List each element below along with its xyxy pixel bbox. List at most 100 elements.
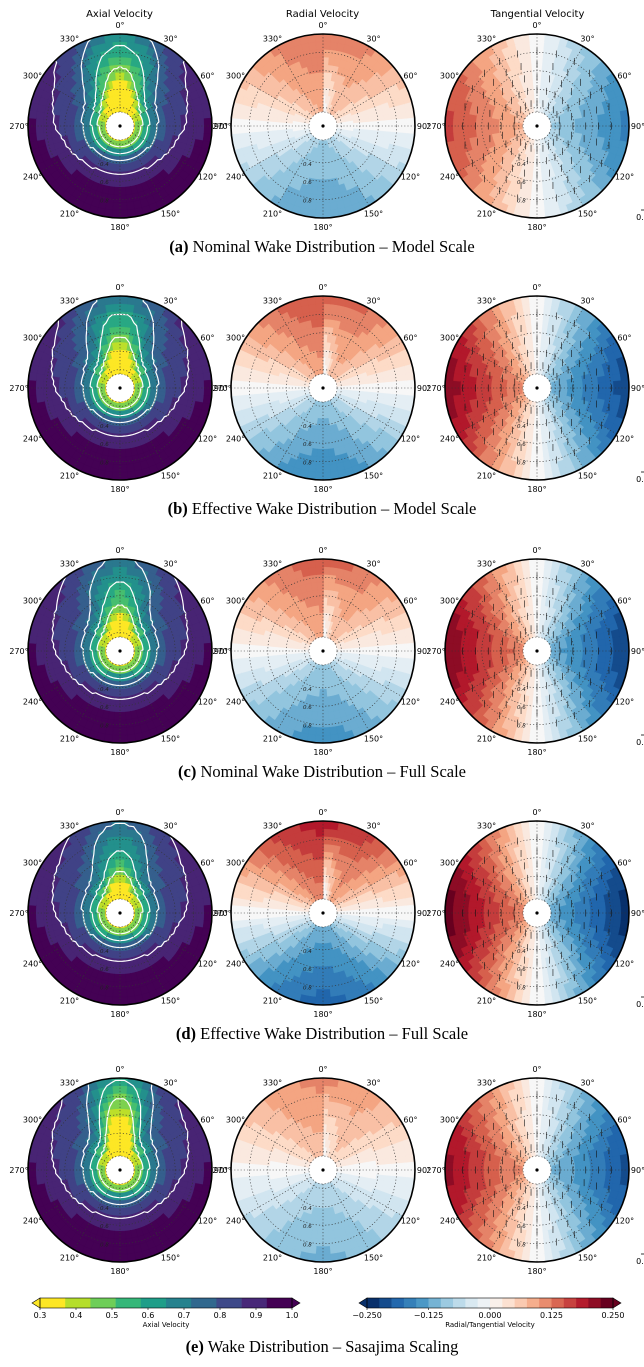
column-title-tangential: Tangential Velocity — [490, 9, 585, 20]
column-title-axial: Axial Velocity — [86, 9, 153, 20]
contour-cell — [113, 48, 121, 58]
angle-label: 180° — [313, 223, 332, 232]
contour-cell — [119, 163, 125, 173]
contour-cell — [173, 120, 183, 127]
angle-label: 300° — [23, 334, 42, 343]
radius-gridline — [267, 70, 379, 182]
contour-cell — [322, 456, 330, 466]
contour-cell — [113, 56, 121, 66]
contour-cell — [173, 382, 183, 389]
contour-cell — [530, 48, 538, 58]
contour-cell — [180, 119, 190, 127]
angle-label: 330° — [60, 35, 79, 44]
contour-cell — [406, 125, 415, 136]
polar-frame — [444, 33, 630, 219]
contour-cell — [490, 125, 500, 131]
radius-gridline — [46, 52, 194, 200]
contour-cell — [118, 202, 128, 212]
contour-cell — [536, 194, 544, 204]
contour-cell — [245, 125, 255, 133]
angle-gridline — [457, 79, 526, 120]
angle-label: 270° — [426, 122, 445, 131]
angle-label: 180° — [527, 223, 546, 232]
angle-label: 270° — [9, 122, 28, 131]
angle-label: 30° — [163, 297, 177, 306]
contour-cell — [119, 425, 125, 435]
contour-cell — [329, 208, 340, 218]
contour-cell — [231, 124, 240, 135]
contour-field — [28, 296, 212, 480]
angle-label: 300° — [226, 72, 245, 81]
angle-label: 30° — [366, 297, 380, 306]
radius-label: 0.4 — [303, 424, 312, 430]
contour-cell — [322, 186, 330, 196]
angle-label: 150° — [578, 209, 597, 218]
angle-label: 30° — [580, 35, 594, 44]
contour-cell — [57, 387, 67, 394]
contour-cell — [119, 456, 127, 466]
angle-label: 120° — [198, 173, 217, 182]
contour-cell — [322, 179, 329, 189]
angle-label: 150° — [364, 471, 383, 480]
radius-gridline — [64, 70, 176, 182]
contour-cell — [112, 302, 122, 312]
contour-cell — [73, 125, 83, 131]
contour-cell — [126, 208, 137, 218]
contour-cell — [467, 125, 477, 133]
angle-label: 30° — [163, 35, 177, 44]
angle-label: 270° — [9, 384, 28, 393]
contour-cell — [276, 125, 286, 131]
contour-cell — [237, 124, 247, 134]
angle-label: 180° — [110, 485, 129, 494]
angle-label: 90° — [214, 122, 228, 131]
angle-gridline — [334, 132, 403, 173]
contour-cell — [313, 209, 324, 218]
contour-cell — [322, 448, 330, 458]
radius-label: 0.8 — [303, 461, 312, 467]
contour-cell — [528, 34, 539, 43]
contour-cell — [590, 120, 600, 127]
contour-cell — [316, 56, 324, 66]
contour-cell — [42, 125, 52, 133]
contour-cell — [474, 125, 484, 132]
contour-cell — [180, 381, 190, 389]
radius-label: 0.6 — [100, 442, 109, 448]
contour-cell — [276, 387, 286, 393]
contour-cell — [322, 441, 329, 451]
contour-cell — [445, 116, 454, 127]
radius-label: 0.8 — [100, 461, 109, 467]
angle-label: 60° — [617, 72, 631, 81]
polar-plot-a-tangential: 0.40.60.80°30°60°90°120°150°180°210°240°… — [426, 21, 644, 232]
angle-label: 120° — [198, 435, 217, 444]
contour-cell — [613, 118, 623, 128]
contour-cell — [321, 464, 331, 474]
contour-field — [231, 34, 415, 218]
angle-label: 240° — [23, 435, 42, 444]
angle-label: 120° — [401, 435, 420, 444]
contour-cell — [322, 425, 328, 435]
angle-label: 330° — [477, 35, 496, 44]
contour-cell — [574, 121, 584, 127]
contour-cell — [321, 209, 332, 218]
contour-line — [80, 34, 160, 162]
angle-label: 150° — [364, 209, 383, 218]
contour-cell — [399, 380, 409, 390]
contour-cell — [376, 382, 386, 389]
radius-label: 0.6 — [303, 442, 312, 448]
contour-cell — [202, 109, 212, 120]
angle-label: 210° — [60, 209, 79, 218]
contour-cell — [317, 63, 324, 73]
angle-label: 330° — [263, 35, 282, 44]
radius-label: 0.8 — [100, 199, 109, 205]
polar-frame — [27, 33, 213, 219]
angle-gridline — [243, 79, 312, 120]
contour-cell — [451, 124, 461, 134]
angle-gridline — [548, 79, 617, 120]
radius-label: 0.4 — [303, 162, 312, 168]
angle-label: 210° — [60, 471, 79, 480]
angle-label: 240° — [226, 435, 245, 444]
angle-label: 240° — [23, 173, 42, 182]
contour-cell — [116, 86, 121, 96]
contour-cell — [118, 464, 128, 474]
contour-cell — [114, 325, 121, 335]
